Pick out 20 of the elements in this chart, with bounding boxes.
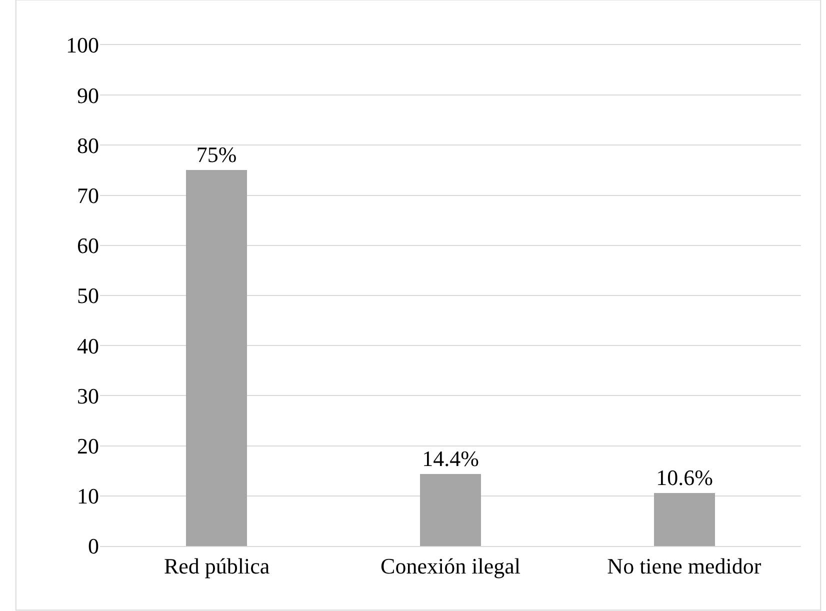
y-tick-label: 70 xyxy=(77,183,99,208)
data-label: 10.6% xyxy=(656,465,713,490)
x-tick-label: No tiene medidor xyxy=(607,553,762,578)
y-tick-label: 30 xyxy=(77,383,99,408)
y-tick-label: 20 xyxy=(77,434,99,458)
bar xyxy=(420,474,481,546)
x-tick-label: Conexión ilegal xyxy=(380,553,520,578)
data-label: 14.4% xyxy=(422,446,479,471)
y-tick-label: 0 xyxy=(88,534,99,559)
y-tick-label: 90 xyxy=(77,82,99,108)
y-tick-label: 50 xyxy=(77,283,99,308)
y-tick-label: 10 xyxy=(77,484,99,509)
bar xyxy=(186,170,247,546)
bar xyxy=(654,493,715,546)
y-tick-label: 40 xyxy=(77,333,99,358)
x-tick-label: Red pública xyxy=(164,553,270,578)
y-tick-label: 80 xyxy=(77,132,99,158)
data-label: 75% xyxy=(196,142,237,167)
y-tick-label: 100 xyxy=(66,32,99,58)
y-tick-label: 60 xyxy=(77,233,99,258)
